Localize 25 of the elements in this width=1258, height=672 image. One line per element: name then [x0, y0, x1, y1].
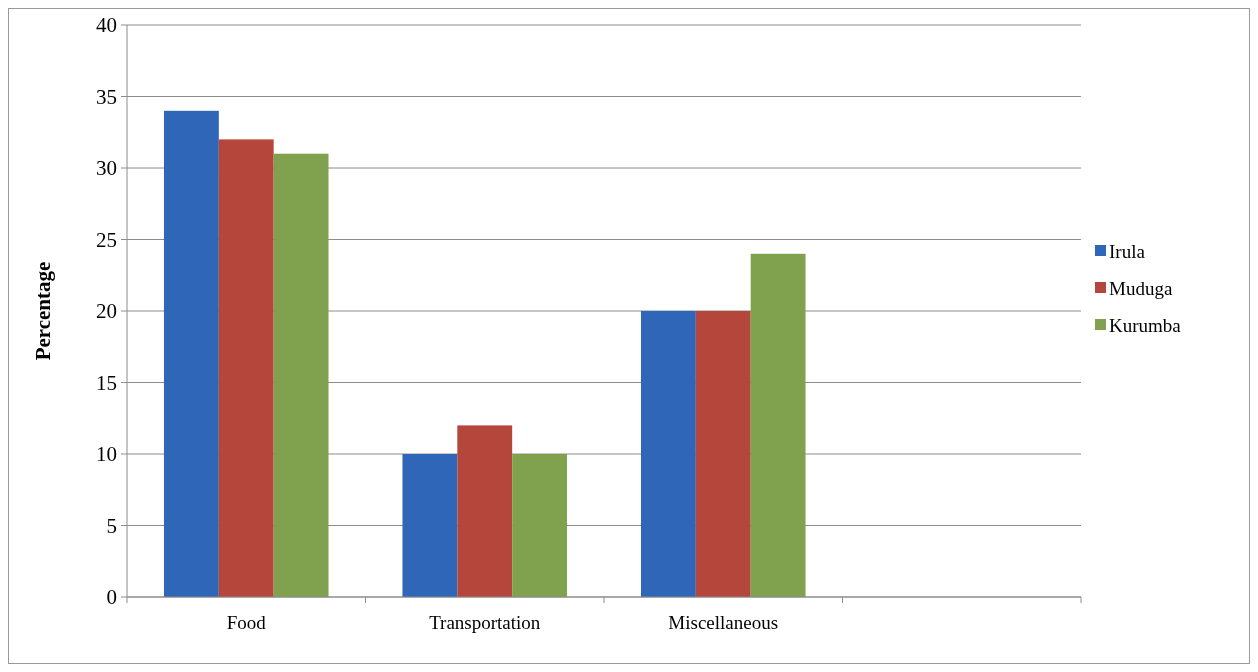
bar [218, 139, 274, 597]
y-axis-title: Percentage [31, 261, 55, 361]
y-tick-label: 20 [96, 299, 117, 324]
bar [695, 311, 751, 597]
bar [402, 454, 458, 597]
bar [512, 454, 568, 597]
bar [273, 153, 329, 597]
y-tick-label: 15 [96, 370, 117, 395]
bar [750, 253, 806, 597]
bar [640, 311, 696, 597]
x-tick-label: Miscellaneous [668, 612, 779, 633]
legend-label: Irula [1109, 240, 1146, 262]
legend-label: Kurumba [1109, 314, 1182, 336]
y-tick-label: 10 [96, 442, 117, 467]
y-tick-label: 0 [106, 585, 117, 610]
y-tick-label: 35 [96, 84, 117, 109]
x-tick-label: Food [226, 612, 267, 633]
bar [457, 425, 513, 597]
y-tick-label: 25 [96, 227, 117, 252]
x-tick-label: Transportation [429, 612, 541, 633]
y-tick-label: 30 [96, 156, 117, 181]
y-tick-label: 40 [96, 13, 117, 38]
y-tick-label: 5 [106, 513, 117, 538]
legend-label: Muduga [1109, 277, 1173, 299]
bar [163, 110, 219, 597]
